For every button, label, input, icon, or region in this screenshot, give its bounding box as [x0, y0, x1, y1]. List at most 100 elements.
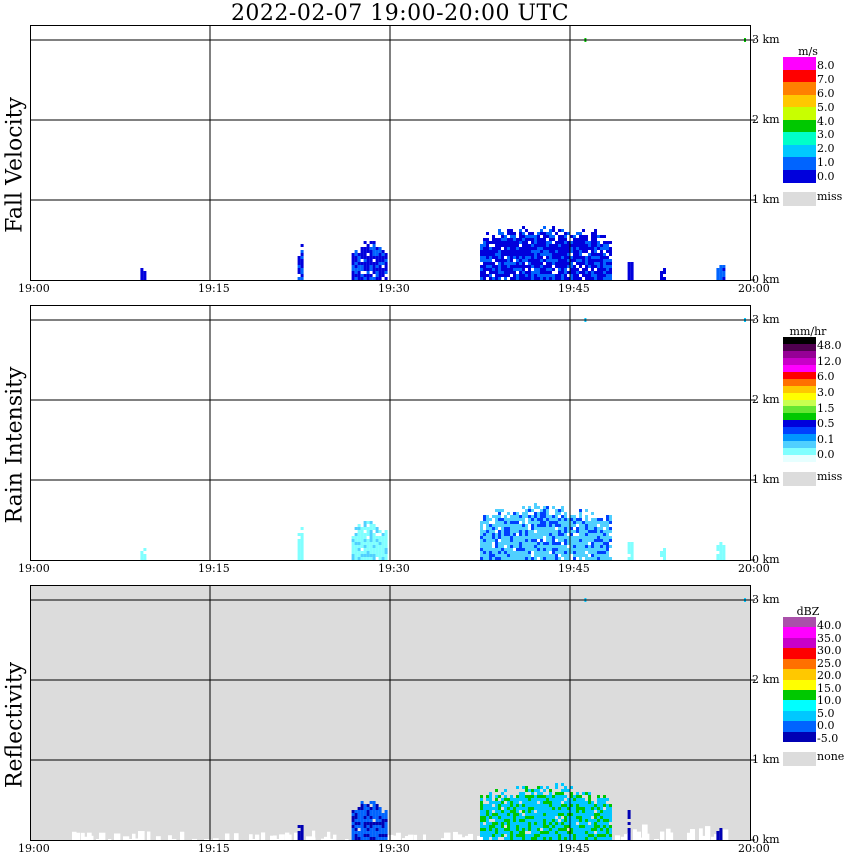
- echo-cell: [537, 536, 540, 539]
- echo-cell: [492, 241, 495, 244]
- echo-cell: [492, 801, 495, 804]
- echo-cell: [555, 807, 558, 810]
- y-tick-label: 3 km: [752, 33, 780, 46]
- echo-cell: [495, 795, 498, 798]
- echo-cell: [606, 268, 609, 271]
- echo-cell: [594, 256, 597, 259]
- echo-cell: [537, 241, 540, 244]
- echo-cell: [522, 807, 525, 810]
- echo-cell: [564, 530, 567, 533]
- echo-cell: [297, 533, 301, 536]
- echo-cell: [501, 241, 504, 244]
- echo-cell: [375, 277, 379, 280]
- echo-cell: [546, 837, 549, 840]
- echo-cell: [585, 801, 588, 804]
- no-echo-cell: [711, 836, 716, 840]
- echo-cell: [363, 250, 367, 253]
- echo-cell: [528, 509, 531, 512]
- echo-cell: [546, 801, 549, 804]
- echo-cell: [609, 265, 612, 268]
- echo-cell: [534, 831, 537, 834]
- echo-cell: [603, 816, 606, 819]
- echo-cell: [507, 828, 510, 831]
- echo-cell: [513, 524, 516, 527]
- colorbar-label: 6.0: [817, 86, 835, 100]
- echo-cell: [363, 521, 367, 524]
- echo-cell: [525, 822, 528, 825]
- echo-cell: [549, 268, 552, 271]
- echo-cell: [351, 819, 355, 822]
- echo-cell: [552, 518, 555, 521]
- echo-cell: [540, 277, 543, 280]
- echo-cell: [552, 238, 555, 241]
- echo-cell: [567, 557, 570, 560]
- echo-cell: [606, 816, 609, 819]
- echo-cell: [504, 247, 507, 250]
- echo-cell: [531, 247, 534, 250]
- echo-cell: [363, 831, 367, 834]
- echo-cell: [501, 822, 504, 825]
- echo-cell: [597, 277, 600, 280]
- echo-cell: [570, 244, 573, 247]
- echo-cell: [552, 253, 555, 256]
- echo-cell: [501, 810, 504, 813]
- echo-cell: [507, 250, 510, 253]
- echo-cell: [594, 262, 597, 265]
- echo-cell: [591, 235, 594, 238]
- echo-cell: [555, 804, 558, 807]
- echo-cell: [534, 551, 537, 554]
- echo-cell: [534, 539, 537, 542]
- echo-cell: [360, 828, 364, 831]
- echo-cell: [576, 545, 579, 548]
- echo-cell: [567, 819, 570, 822]
- echo-cell: [357, 834, 361, 837]
- echo-cell: [534, 521, 537, 524]
- colorbar-missing-label: none: [817, 750, 845, 763]
- echo-cell: [300, 271, 304, 274]
- echo-cell: [513, 244, 516, 247]
- echo-cell: [594, 545, 597, 548]
- echo-cell: [570, 795, 573, 798]
- echo-cell: [540, 262, 543, 265]
- echo-cell: [552, 831, 555, 834]
- echo-cell: [516, 807, 519, 810]
- echo-cell: [543, 247, 546, 250]
- echo-cell: [561, 804, 564, 807]
- echo-cell: [540, 530, 543, 533]
- echo-cell: [372, 813, 376, 816]
- echo-cell: [594, 816, 597, 819]
- echo-cell: [522, 801, 525, 804]
- echo-cell: [519, 262, 522, 265]
- echo-cell: [483, 810, 486, 813]
- echo-cell: [357, 530, 361, 533]
- echo-cell: [534, 524, 537, 527]
- echo-cell: [534, 277, 537, 280]
- echo-cell: [354, 253, 358, 256]
- no-echo-cell: [615, 835, 621, 840]
- echo-cell: [555, 536, 558, 539]
- colorbar-unit: dBZ: [796, 605, 820, 618]
- echo-cell: [558, 259, 561, 262]
- echo-cell: [558, 828, 561, 831]
- echo-cell: [540, 527, 543, 530]
- echo-cell: [722, 274, 726, 277]
- echo-cell: [519, 807, 522, 810]
- echo-cell: [546, 512, 549, 515]
- echo-cell: [627, 810, 631, 813]
- echo-cell: [522, 250, 525, 253]
- echo-cell: [510, 533, 513, 536]
- echo-cell: [516, 786, 519, 789]
- echo-cell: [588, 539, 591, 542]
- echo-cell: [510, 229, 513, 232]
- colorbar-swatch: [783, 343, 816, 352]
- echo-cell: [606, 244, 609, 247]
- echo-cell: [573, 545, 576, 548]
- echo-cell: [570, 804, 573, 807]
- echo-cell: [510, 825, 513, 828]
- echo-cell: [543, 551, 546, 554]
- echo-cell: [300, 527, 304, 530]
- echo-cell: [719, 834, 723, 837]
- echo-cell: [366, 545, 370, 548]
- echo-cell: [603, 831, 606, 834]
- echo-cell: [570, 816, 573, 819]
